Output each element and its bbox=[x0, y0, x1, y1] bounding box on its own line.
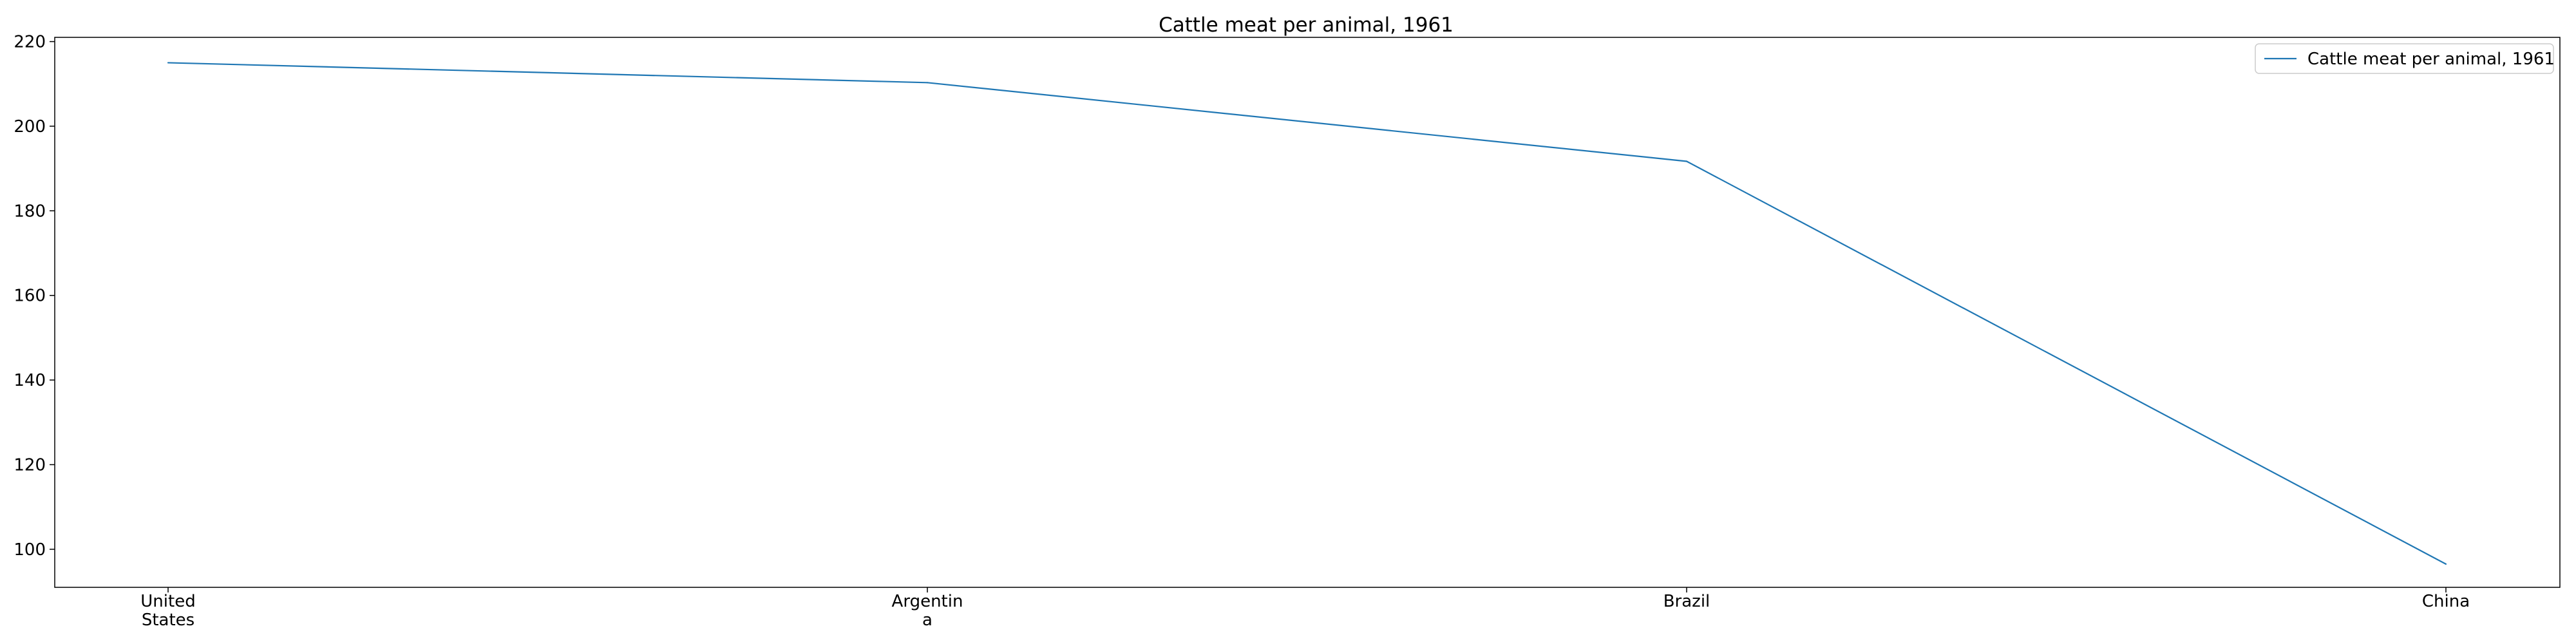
legend-box bbox=[2255, 43, 2554, 74]
y-tick-label: 140 bbox=[14, 371, 46, 390]
y-axis: 100 120 140 160 180 200 220 bbox=[14, 33, 55, 560]
legend: Cattle meat per animal, 1961 bbox=[2255, 43, 2555, 74]
x-tick-label: United States bbox=[140, 592, 195, 630]
y-tick-label: 220 bbox=[14, 33, 46, 52]
plot-area bbox=[54, 37, 2561, 588]
data-point bbox=[2445, 563, 2447, 565]
y-tick-label: 200 bbox=[14, 117, 46, 137]
x-axis: United States Argentin a Brazil China bbox=[140, 587, 2470, 630]
series-line bbox=[167, 62, 2447, 565]
data-point bbox=[926, 82, 929, 84]
data-point bbox=[1685, 160, 1688, 162]
series-layer bbox=[167, 62, 2447, 565]
x-tick-label: China bbox=[2422, 592, 2470, 611]
x-tick-label: Brazil bbox=[1663, 592, 1710, 611]
y-tick-label: 160 bbox=[14, 287, 46, 306]
y-tick-label: 180 bbox=[14, 202, 46, 221]
y-tick-label: 120 bbox=[14, 455, 46, 475]
x-tick-label: Argentin a bbox=[892, 592, 963, 630]
legend-label: Cattle meat per animal, 1961 bbox=[2307, 50, 2555, 69]
y-tick-label: 100 bbox=[14, 540, 46, 560]
data-point bbox=[167, 62, 169, 64]
chart-title: Cattle meat per animal, 1961 bbox=[1159, 14, 1454, 37]
